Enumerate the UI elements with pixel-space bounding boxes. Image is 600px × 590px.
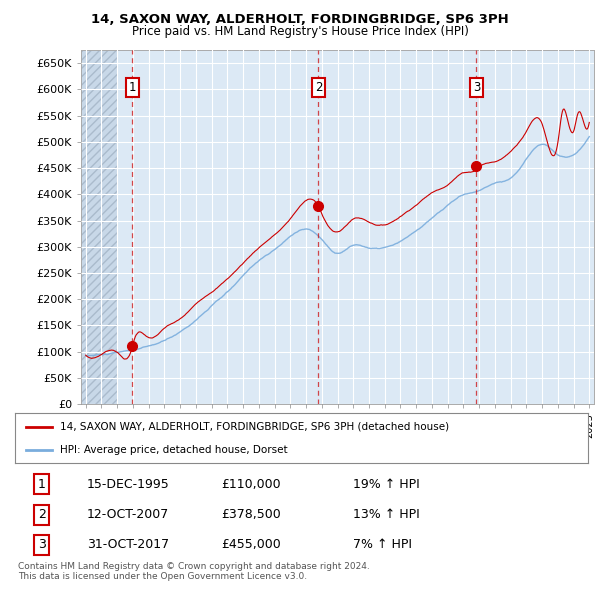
Text: 1: 1	[128, 81, 136, 94]
Text: 3: 3	[38, 538, 46, 551]
Text: 7% ↑ HPI: 7% ↑ HPI	[353, 538, 412, 551]
Text: 14, SAXON WAY, ALDERHOLT, FORDINGBRIDGE, SP6 3PH (detached house): 14, SAXON WAY, ALDERHOLT, FORDINGBRIDGE,…	[59, 421, 449, 431]
Text: 19% ↑ HPI: 19% ↑ HPI	[353, 478, 420, 491]
Text: 15-DEC-1995: 15-DEC-1995	[86, 478, 169, 491]
Text: Price paid vs. HM Land Registry's House Price Index (HPI): Price paid vs. HM Land Registry's House …	[131, 25, 469, 38]
Text: 14, SAXON WAY, ALDERHOLT, FORDINGBRIDGE, SP6 3PH: 14, SAXON WAY, ALDERHOLT, FORDINGBRIDGE,…	[91, 13, 509, 26]
Text: 13% ↑ HPI: 13% ↑ HPI	[353, 508, 420, 521]
Text: £455,000: £455,000	[221, 538, 281, 551]
Bar	[81, 50, 117, 404]
Text: 2: 2	[38, 508, 46, 521]
Text: £378,500: £378,500	[221, 508, 281, 521]
Text: 1: 1	[38, 478, 46, 491]
Text: 3: 3	[473, 81, 480, 94]
Text: Contains HM Land Registry data © Crown copyright and database right 2024.
This d: Contains HM Land Registry data © Crown c…	[18, 562, 370, 581]
Text: HPI: Average price, detached house, Dorset: HPI: Average price, detached house, Dors…	[59, 445, 287, 455]
Text: 31-OCT-2017: 31-OCT-2017	[86, 538, 169, 551]
Text: 2: 2	[315, 81, 322, 94]
Text: £110,000: £110,000	[221, 478, 281, 491]
Text: 12-OCT-2007: 12-OCT-2007	[86, 508, 169, 521]
